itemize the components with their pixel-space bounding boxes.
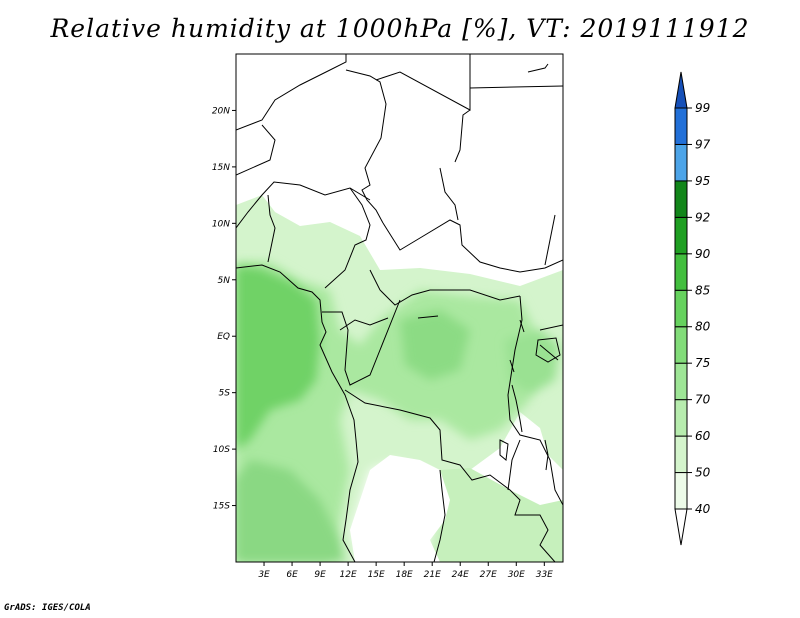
humidity-area-south bbox=[430, 468, 563, 562]
colorbar-label: 97 bbox=[695, 137, 711, 151]
lon-tick-label: 33E bbox=[536, 570, 553, 580]
border-12 bbox=[369, 269, 521, 306]
colorbar-label: 70 bbox=[695, 393, 711, 407]
colorbar-box bbox=[674, 435, 688, 474]
colorbar-label: 90 bbox=[695, 247, 711, 261]
humidity-area-lakes bbox=[505, 330, 560, 395]
lat-tick-label: 15N bbox=[212, 163, 230, 173]
colorbar-box bbox=[674, 143, 688, 182]
lon-tick-label: 9E bbox=[314, 570, 326, 580]
lon-tick-label: 21E bbox=[424, 570, 441, 580]
lake-malawi bbox=[544, 439, 549, 471]
lat-tick-label: 5S bbox=[219, 389, 231, 399]
border-18 bbox=[507, 439, 521, 491]
colorbar-upper-triangle bbox=[674, 71, 688, 109]
border-8 bbox=[324, 187, 371, 289]
lakes bbox=[417, 315, 561, 471]
colorbar-box bbox=[674, 107, 688, 145]
lat-tick-label: 20N bbox=[212, 106, 230, 116]
lake-mweru bbox=[499, 439, 509, 461]
border-21 bbox=[544, 214, 556, 266]
border-9 bbox=[382, 219, 563, 273]
humidity-area-strong-2 bbox=[236, 460, 345, 562]
border-3 bbox=[375, 54, 471, 111]
border-11 bbox=[454, 109, 471, 163]
coastline bbox=[236, 264, 359, 562]
humidity-area-kalahari bbox=[352, 462, 440, 562]
lake-victoria bbox=[535, 337, 561, 363]
border-1 bbox=[236, 54, 347, 131]
humidity-area-strong bbox=[236, 266, 320, 450]
lat-tick-label: 10S bbox=[213, 445, 230, 455]
colorbar-box bbox=[674, 472, 688, 510]
border-6 bbox=[236, 181, 371, 229]
lat-tick-label: 10N bbox=[212, 219, 230, 229]
map-frame bbox=[235, 53, 564, 563]
border-16 bbox=[433, 469, 446, 562]
colorbar-box bbox=[674, 289, 688, 328]
lon-tick-label: 27E bbox=[480, 570, 497, 580]
colorbar-label: 85 bbox=[695, 283, 710, 297]
colorbar-label: 92 bbox=[695, 210, 710, 224]
colorbar-box bbox=[674, 216, 688, 255]
longitude-axis: 3E 6E 9E 12E 15E 18E 21E 24E 27E 30E 33E bbox=[258, 562, 553, 580]
lon-tick-label: 30E bbox=[508, 570, 525, 580]
lat-tick-label: 15S bbox=[213, 502, 230, 512]
colorbar-label: 75 bbox=[695, 356, 710, 370]
map-title: Relative humidity at 1000hPa [%], VT: 20… bbox=[50, 14, 750, 43]
border-10 bbox=[439, 167, 459, 221]
colorbar-label: 40 bbox=[695, 502, 711, 516]
lon-tick-label: 3E bbox=[258, 570, 270, 580]
lon-tick-label: 15E bbox=[368, 570, 385, 580]
colorbar-box bbox=[674, 399, 688, 437]
border-19 bbox=[539, 324, 563, 331]
border-7 bbox=[267, 194, 276, 263]
lon-tick-label: 12E bbox=[340, 570, 357, 580]
lon-tick-label: 6E bbox=[286, 570, 298, 580]
colorbar-box bbox=[674, 180, 688, 218]
colorbar-label: 99 bbox=[695, 101, 710, 115]
border-13 bbox=[322, 299, 401, 386]
colorbar-label: 50 bbox=[695, 466, 711, 480]
colorbar: 40 50 60 70 75 80 85 90 92 95 97 99 bbox=[674, 71, 711, 546]
colorbar-lower-triangle bbox=[674, 508, 688, 546]
lon-tick-label: 24E bbox=[452, 570, 469, 580]
colorbar-box bbox=[674, 253, 688, 291]
latitude-axis: 20N 15N 10N 5N EQ 5S 10S 15S bbox=[212, 106, 236, 512]
lake-albert bbox=[519, 319, 525, 333]
lake-kivu bbox=[509, 359, 515, 373]
colorbar-label: 60 bbox=[695, 429, 711, 443]
lake-tanganyika bbox=[511, 384, 523, 433]
lat-tick-label: EQ bbox=[217, 332, 230, 342]
lon-tick-label: 18E bbox=[396, 570, 413, 580]
colorbar-box bbox=[674, 326, 688, 364]
country-borders bbox=[236, 54, 563, 562]
lake-tumba bbox=[417, 315, 439, 319]
colorbar-label: 80 bbox=[695, 320, 711, 334]
border-5 bbox=[236, 124, 276, 176]
border-17 bbox=[507, 295, 563, 506]
border-15 bbox=[344, 389, 556, 562]
humidity-area-basin bbox=[400, 310, 470, 380]
colorbar-box bbox=[674, 362, 688, 401]
border-4 bbox=[469, 85, 563, 89]
credit-label: GrADS: IGES/COLA bbox=[4, 603, 91, 613]
colorbar-label: 95 bbox=[695, 174, 710, 188]
humidity-field bbox=[236, 54, 563, 562]
lat-tick-label: 5N bbox=[218, 276, 231, 286]
border-22 bbox=[527, 63, 549, 73]
border-14 bbox=[339, 317, 389, 331]
